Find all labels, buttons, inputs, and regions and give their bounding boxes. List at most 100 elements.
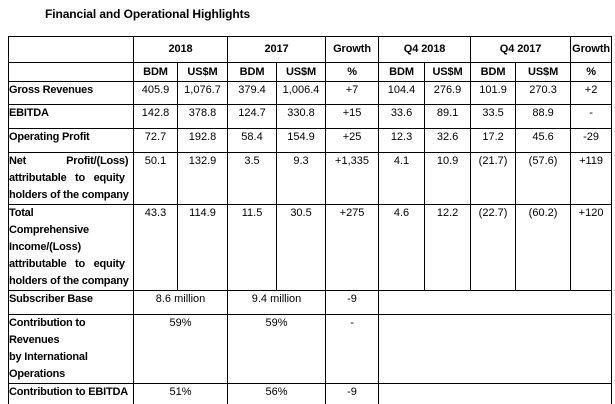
value-cell: 4.1 xyxy=(378,152,426,205)
value-cell: 32.6 xyxy=(424,128,472,153)
subheader-cell: US$M xyxy=(176,62,229,82)
header-q4-2018: Q4 2018 xyxy=(378,36,472,63)
value-cell: 51% xyxy=(132,383,229,404)
header-row-groups: 2018 2017 Growth Q4 2018 Q4 2017 Growth xyxy=(8,36,613,63)
value-cell: 1,006.4 xyxy=(276,81,327,105)
value-cell: - xyxy=(325,314,380,384)
value-cell: 378.8 xyxy=(176,104,229,129)
value-cell: 30.5 xyxy=(276,204,327,291)
header-fy2018: 2018 xyxy=(132,36,229,63)
subheader-cell: US$M xyxy=(515,62,572,82)
subheader-cell: % xyxy=(570,62,613,82)
value-cell: 9.4 million xyxy=(227,290,327,315)
value-cell: 114.9 xyxy=(176,204,229,291)
value-cell: 72.7 xyxy=(133,128,178,153)
value-cell: 33.5 xyxy=(470,104,517,129)
value-cell: 11.5 xyxy=(227,204,278,291)
value-cell: +275 xyxy=(325,204,380,291)
value-cell: 142.8 xyxy=(133,104,178,129)
value-cell: 59% xyxy=(227,314,327,384)
value-cell: +119 xyxy=(570,152,613,205)
subheader-cell: US$M xyxy=(424,62,472,82)
value-cell: +1,335 xyxy=(325,152,380,205)
subheader-cell: BDM xyxy=(227,62,278,82)
value-cell: (57.6) xyxy=(515,152,572,205)
value-cell: 124.7 xyxy=(227,104,278,129)
value-cell: 59% xyxy=(132,314,229,384)
value-cell: 10.9 xyxy=(424,152,472,205)
value-cell: 154.9 xyxy=(276,128,327,153)
value-cell: 50.1 xyxy=(133,152,178,205)
value-cell: 89.1 xyxy=(424,104,472,129)
row-label: Contribution to EBITDA by International … xyxy=(8,383,134,404)
row-label: EBITDA xyxy=(8,104,134,129)
value-cell: 88.9 xyxy=(515,104,572,129)
empty-region xyxy=(378,290,613,315)
table-row-ebitda: EBITDA 142.8 378.8 124.7 330.8 +15 33.6 … xyxy=(8,104,613,129)
value-cell: 330.8 xyxy=(276,104,327,129)
row-label: Net Profit/(Loss) attributable to equity… xyxy=(8,152,134,205)
value-cell: 58.4 xyxy=(227,128,278,153)
value-cell: (21.7) xyxy=(470,152,517,205)
header-growth-fy: Growth xyxy=(325,36,380,63)
financial-highlights-table: 2018 2017 Growth Q4 2018 Q4 2017 Growth … xyxy=(8,36,613,404)
value-cell: 56% xyxy=(227,383,327,404)
subheader-cell: BDM xyxy=(133,62,178,82)
table-row-net-profit: Net Profit/(Loss) attributable to equity… xyxy=(8,152,613,205)
value-cell: -29 xyxy=(570,128,613,153)
row-label: Total Comprehensive Income/(Loss) attrib… xyxy=(8,204,134,291)
value-cell: - xyxy=(570,104,613,129)
header-row-units: BDM US$M BDM US$M % BDM US$M BDM US$M % xyxy=(8,62,613,82)
value-cell: 405.9 xyxy=(133,81,178,105)
header-growth-q4: Growth xyxy=(570,36,613,63)
value-cell: 9.3 xyxy=(276,152,327,205)
value-cell: 45.6 xyxy=(515,128,572,153)
table-row-operating-profit: Operating Profit 72.7 192.8 58.4 154.9 +… xyxy=(8,128,613,153)
value-cell: (22.7) xyxy=(470,204,517,291)
value-cell: 1,076.7 xyxy=(176,81,229,105)
table-row-subscriber-base: Subscriber Base 8.6 million 9.4 million … xyxy=(8,290,613,315)
table-row-gross-revenues: Gross Revenues 405.9 1,076.7 379.4 1,006… xyxy=(8,81,613,105)
row-label: Contribution to Revenues by Internationa… xyxy=(8,314,134,384)
row-label: Operating Profit xyxy=(8,128,134,153)
value-cell: -9 xyxy=(325,383,380,404)
value-cell: -9 xyxy=(325,290,380,315)
value-cell: +2 xyxy=(570,81,613,105)
table-row-total-comprehensive-income: Total Comprehensive Income/(Loss) attrib… xyxy=(8,204,613,291)
value-cell: 379.4 xyxy=(227,81,278,105)
value-cell: 43.3 xyxy=(133,204,178,291)
row-label: Subscriber Base xyxy=(8,290,134,315)
corner-cell xyxy=(8,62,134,82)
subheader-cell: BDM xyxy=(470,62,517,82)
empty-region xyxy=(378,383,613,404)
table-row-contribution-revenues: Contribution to Revenues by Internationa… xyxy=(8,314,613,384)
subheader-cell: US$M xyxy=(276,62,327,82)
value-cell: 132.9 xyxy=(176,152,229,205)
value-cell: (60.2) xyxy=(515,204,572,291)
header-q4-2017: Q4 2017 xyxy=(470,36,572,63)
value-cell: 192.8 xyxy=(176,128,229,153)
value-cell: 3.5 xyxy=(227,152,278,205)
value-cell: 101.9 xyxy=(470,81,517,105)
value-cell: +25 xyxy=(325,128,380,153)
value-cell: 12.3 xyxy=(378,128,426,153)
subheader-cell: BDM xyxy=(378,62,426,82)
value-cell: 12.2 xyxy=(424,204,472,291)
value-cell: 104.4 xyxy=(378,81,426,105)
value-cell: 270.3 xyxy=(515,81,572,105)
value-cell: +120 xyxy=(570,204,613,291)
table-row-contribution-ebitda: Contribution to EBITDA by International … xyxy=(8,383,613,404)
row-label: Gross Revenues xyxy=(8,81,134,105)
value-cell: 17.2 xyxy=(470,128,517,153)
value-cell: 33.6 xyxy=(378,104,426,129)
subheader-cell: % xyxy=(325,62,380,82)
corner-cell xyxy=(8,36,134,63)
header-fy2017: 2017 xyxy=(227,36,327,63)
value-cell: 8.6 million xyxy=(132,290,229,315)
page-title: Financial and Operational Highlights xyxy=(45,7,251,21)
value-cell: 4.6 xyxy=(378,204,426,291)
value-cell: +7 xyxy=(325,81,380,105)
empty-region xyxy=(378,314,613,384)
value-cell: +15 xyxy=(325,104,380,129)
